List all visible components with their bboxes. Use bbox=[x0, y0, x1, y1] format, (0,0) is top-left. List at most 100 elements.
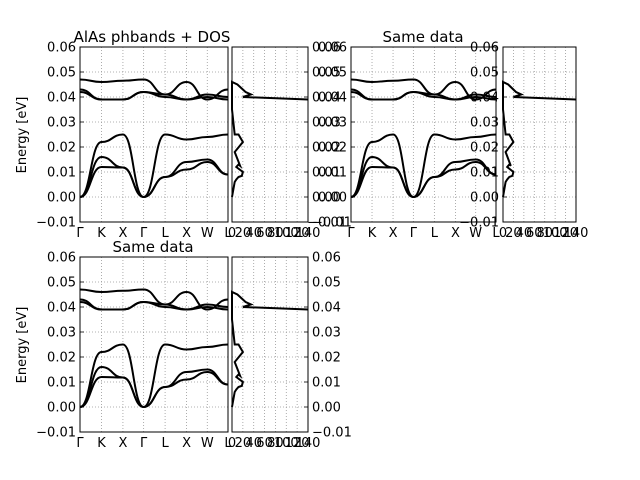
dos-panel-1-xtick-label-7: 140 bbox=[296, 226, 321, 241]
band-panel-2-frame bbox=[350, 46, 497, 223]
dos-panel-3-xtick-label-4: 80 bbox=[267, 436, 284, 451]
band-panel-1-xtick-label-7: L bbox=[224, 226, 232, 241]
band-panel-2-branch-6 bbox=[350, 90, 497, 101]
band-panel-2-ytick-label-1: 0.05 bbox=[318, 66, 347, 81]
band-panel-3-xtick-label-6: W bbox=[201, 436, 214, 451]
band-panel-1-xtick-label-1: K bbox=[97, 226, 106, 241]
dos-panel-3-xtick-label-6: 120 bbox=[285, 436, 310, 451]
band-panel-2-xtick-label-3: Γ bbox=[410, 226, 418, 241]
band-panel-2-ytick-label-6: 0.00 bbox=[318, 191, 347, 206]
band-panel-2-xtick-label-2: X bbox=[389, 226, 398, 241]
dos-panel-3-ytick-label-1: 0.05 bbox=[312, 276, 341, 291]
title-panel-1: AlAs phbands + DOS bbox=[74, 28, 231, 46]
band-panel-3-ytick-label-6: 0.00 bbox=[47, 401, 76, 416]
band-panel-2-xtick-label-7: L bbox=[492, 226, 500, 241]
dos-panel-2-xtick-label-7: 140 bbox=[564, 226, 589, 241]
band-panel-3-xtick-label-4: L bbox=[161, 436, 169, 451]
band-panel-3-ytick-label-0: 0.06 bbox=[47, 251, 76, 266]
band-panel-1-branch-6 bbox=[79, 90, 229, 101]
dos-panel-2-ytick-label-5: 0.01 bbox=[470, 166, 499, 181]
band-panel-1-ytick-label-3: 0.03 bbox=[47, 116, 76, 131]
band-panel-3-xtick-label-5: X bbox=[182, 436, 191, 451]
band-panel-2-ytick-label-3: 0.03 bbox=[318, 116, 347, 131]
dos-panel-1-ytick-label-7: −0.01 bbox=[312, 216, 352, 231]
dos-panel-3-grid bbox=[232, 257, 308, 432]
title-panel-3: Same data bbox=[112, 238, 193, 256]
band-panel-3-branch-2 bbox=[79, 365, 229, 409]
dos-panel-2-xtick-label-1: 20 bbox=[505, 226, 522, 241]
dos-panel-3-xtick-label-1: 20 bbox=[235, 436, 252, 451]
dos-panel-1-ytick-label-2: 0.04 bbox=[312, 91, 341, 106]
dos-panel-3-ytick-label-7: −0.01 bbox=[312, 426, 352, 441]
band-panel-1-xtick-label-3: Γ bbox=[140, 226, 148, 241]
dos-panel-3-ytick-label-5: 0.01 bbox=[312, 376, 341, 391]
ylabel-left-top: Energy [eV] bbox=[15, 97, 30, 174]
band-panel-3-branch-6 bbox=[79, 300, 229, 311]
dos-panel-3-ytick-label-3: 0.03 bbox=[312, 326, 341, 341]
band-panel-1-ytick-label-6: 0.00 bbox=[47, 191, 76, 206]
dos-panel-2-ytick-label-3: 0.03 bbox=[470, 116, 499, 131]
band-panel-3-ytick-label-2: 0.04 bbox=[47, 301, 76, 316]
band-panel-2-ytick-label-2: 0.04 bbox=[318, 91, 347, 106]
band-panel-3-ytick-label-3: 0.03 bbox=[47, 326, 76, 341]
dos-panel-1-ytick-label-1: 0.05 bbox=[312, 66, 341, 81]
band-panel-3-ytick-label-1: 0.05 bbox=[47, 276, 76, 291]
dos-panel-2-ytick-label-6: 0.00 bbox=[470, 191, 499, 206]
dos-panel-3-ytick-label-6: 0.00 bbox=[312, 401, 341, 416]
dos-panel-2-frame bbox=[502, 46, 577, 223]
band-panel-1-xtick-label-2: X bbox=[118, 226, 127, 241]
band-panel-2-branch-2 bbox=[350, 155, 497, 199]
dos-panel-2-ytick-label-4: 0.02 bbox=[470, 141, 499, 156]
band-panel-1-ytick-label-5: 0.01 bbox=[47, 166, 76, 181]
band-panel-2-ytick-label-4: 0.02 bbox=[318, 141, 347, 156]
band-panel-2-xtick-label-5: X bbox=[451, 226, 460, 241]
band-panel-2-ytick-label-5: 0.01 bbox=[318, 166, 347, 181]
dos-panel-1-ytick-label-3: 0.03 bbox=[312, 116, 341, 131]
band-panel-3-xtick-label-1: K bbox=[97, 436, 106, 451]
dos-panel-2-ytick-label-0: 0.06 bbox=[470, 41, 499, 56]
band-panel-3-frame bbox=[79, 256, 229, 433]
band-panel-1-xtick-label-5: X bbox=[182, 226, 191, 241]
dos-panel-1-xtick-label-5: 100 bbox=[274, 226, 299, 241]
dos-panel-1-xtick-label-3: 60 bbox=[256, 226, 273, 241]
dos-panel-1-xtick-label-6: 120 bbox=[285, 226, 310, 241]
dos-panel-3-xtick-label-2: 40 bbox=[245, 436, 262, 451]
band-panel-1-frame bbox=[79, 46, 229, 223]
dos-panel-2-dos-curve bbox=[502, 80, 577, 198]
dos-panel-3-xtick-label-5: 100 bbox=[274, 436, 299, 451]
dos-panel-2-xtick-label-6: 120 bbox=[553, 226, 578, 241]
band-panel-3-ytick-label-7: −0.01 bbox=[36, 426, 76, 441]
dos-panel-2-xtick-label-2: 40 bbox=[516, 226, 533, 241]
band-panel-3-branch-4 bbox=[79, 288, 229, 311]
dos-panel-1-frame bbox=[231, 46, 309, 223]
band-panel-3-xtick-label-2: X bbox=[118, 436, 127, 451]
dos-panel-3-xtick-label-7: 140 bbox=[296, 436, 321, 451]
band-panel-3-xtick-label-3: Γ bbox=[140, 436, 148, 451]
band-panel-2-ytick-label-7: −0.01 bbox=[307, 216, 347, 231]
band-panel-1-xtick-label-4: L bbox=[161, 226, 169, 241]
band-panel-1-branch-4 bbox=[79, 78, 229, 101]
dos-panel-1-ytick-label-4: 0.02 bbox=[312, 141, 341, 156]
ylabel-left-bottom: Energy [eV] bbox=[15, 307, 30, 384]
band-panel-2-ytick-label-0: 0.06 bbox=[318, 41, 347, 56]
band-panel-2-xtick-label-4: L bbox=[431, 226, 439, 241]
dos-panel-3-dos-curve bbox=[231, 290, 309, 408]
band-panel-2-branch-3 bbox=[350, 133, 497, 199]
dos-panel-1-xtick-label-0: 0 bbox=[228, 226, 236, 241]
dos-panel-1-xtick-label-2: 40 bbox=[245, 226, 262, 241]
dos-panel-2-ytick-label-2: 0.04 bbox=[470, 91, 499, 106]
band-panel-1-ytick-label-1: 0.05 bbox=[47, 66, 76, 81]
dos-panel-2-grid bbox=[503, 47, 576, 222]
dos-panel-3-frame bbox=[231, 256, 309, 433]
band-panel-3-grid bbox=[80, 257, 228, 432]
band-panel-3-ytick-label-5: 0.01 bbox=[47, 376, 76, 391]
dos-panel-1-dos-curve bbox=[231, 80, 309, 198]
dos-panel-2-xtick-label-4: 80 bbox=[536, 226, 553, 241]
dos-panel-2-ytick-label-7: −0.01 bbox=[459, 216, 499, 231]
dos-panel-1-xtick-label-1: 20 bbox=[235, 226, 252, 241]
band-panel-1-grid bbox=[80, 47, 228, 222]
dos-panel-3-ytick-label-2: 0.04 bbox=[312, 301, 341, 316]
band-panel-2-xtick-label-6: W bbox=[469, 226, 482, 241]
dos-panel-3-ytick-label-0: 0.06 bbox=[312, 251, 341, 266]
